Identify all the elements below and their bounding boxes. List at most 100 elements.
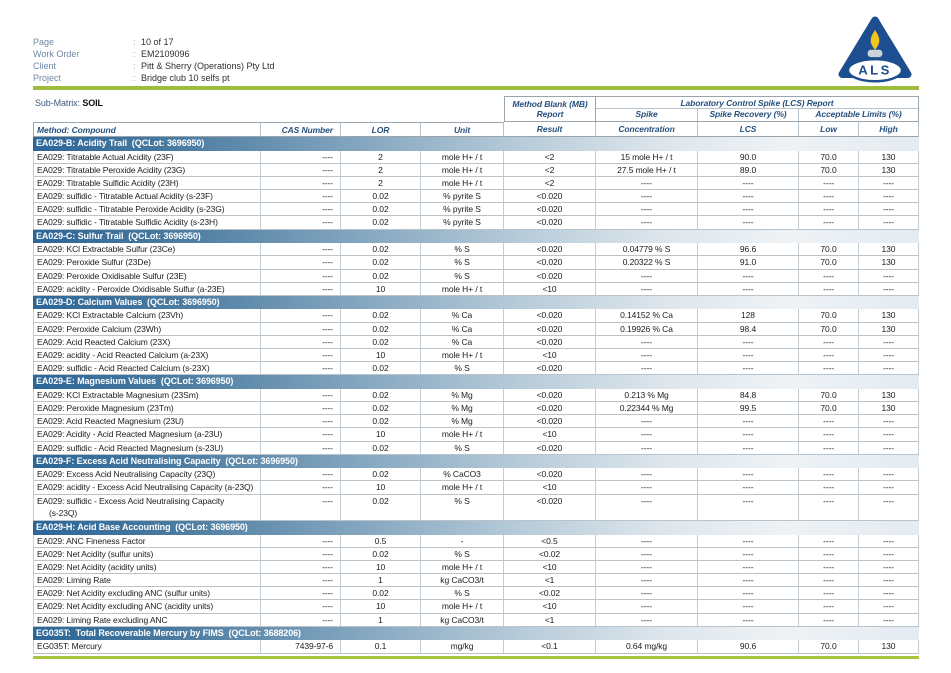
table-row: EA029: Acidity - Acid Reacted Magnesium … (33, 428, 919, 442)
column-method-compound: Method: Compound (33, 122, 261, 137)
table-row: EA029: Acid Reacted Magnesium (23U) ---- 0… (33, 415, 919, 429)
table-row: EA029: Peroxide Magnesium (23Tm) ---- 0.02… (33, 402, 919, 416)
cell-lor: 0.02 (341, 587, 421, 601)
cell-cas-number: ---- (261, 534, 341, 548)
cell-spike-concentration: 0.213 % Mg (596, 388, 698, 402)
cell-cas-number: ---- (261, 428, 341, 442)
cell-compound: EA029: Acid Reacted Magnesium (23U) (33, 415, 261, 429)
cell-unit: % S (421, 547, 504, 561)
cell-spike-concentration: ---- (596, 534, 698, 548)
cell-limit-low: ---- (799, 282, 859, 296)
cell-lor: 2 (341, 150, 421, 164)
cell-cas-number: ---- (261, 560, 341, 575)
cell-lcs-recovery: ---- (698, 428, 799, 442)
cell-limit-high: ---- (859, 613, 919, 627)
client-value: Pitt & Sherry (Operations) Pty Ltd (141, 61, 275, 71)
cell-compound: EA029: Liming Rate excluding ANC (33, 613, 261, 627)
cell-limit-low: ---- (799, 587, 859, 601)
cell-compound: EA029: acidity - Excess Acid Neutralisin… (33, 481, 261, 495)
cell-cas-number: ---- (261, 282, 341, 296)
table-row: EA029: acidity - Excess Acid Neutralisin… (33, 481, 919, 495)
cell-limit-low: ---- (799, 613, 859, 627)
cell-lor: 0.02 (341, 309, 421, 323)
als-logo-graphic: ALS (838, 16, 912, 83)
cell-spike-concentration: ---- (596, 176, 698, 191)
cell-lor: 2 (341, 176, 421, 191)
cell-limit-low: ---- (799, 362, 859, 376)
cell-cas-number: ---- (261, 415, 341, 429)
section-header: EA029-F: Excess Acid Neutralising Capaci… (33, 454, 919, 469)
cell-lcs-recovery: 90.0 (698, 150, 799, 164)
cell-cas-number: ---- (261, 587, 341, 601)
cell-cas-number: ---- (261, 362, 341, 376)
cell-mb-result: <0.020 (504, 402, 596, 416)
table-row: EA029: sulfidic - Acid Reacted Calcium (… (33, 362, 919, 376)
cell-lcs-recovery: ---- (698, 362, 799, 376)
cell-limit-high: ---- (859, 415, 919, 429)
cell-spike-concentration: ---- (596, 481, 698, 495)
cell-limit-high: ---- (859, 282, 919, 296)
cell-mb-result: <0.02 (504, 587, 596, 601)
cell-unit: % S (421, 243, 504, 257)
cell-compound: EA029: sulfidic - Titratable Actual Acid… (33, 190, 261, 204)
cell-limit-low: ---- (799, 600, 859, 614)
cell-cas-number: ---- (261, 163, 341, 177)
cell-limit-high: ---- (859, 335, 919, 349)
top-divider (33, 86, 919, 90)
cell-limit-low: ---- (799, 176, 859, 191)
section-header: EA029-E: Magnesium Values (QCLot: 369695… (33, 375, 919, 389)
table-row: EA029: sulfidic - Acid Reacted Magnesium… (33, 441, 919, 455)
cell-limit-low: ---- (799, 269, 859, 283)
report-meta: Page : 10 of 17 Work Order : EM2109096 C… (33, 36, 275, 84)
cell-limit-high: ---- (859, 560, 919, 575)
table-row: EA029: Net Acidity excluding ANC (acidit… (33, 600, 919, 614)
cell-lcs-recovery: 98.4 (698, 322, 799, 336)
cell-limit-high: ---- (859, 203, 919, 217)
cell-cas-number: ---- (261, 481, 341, 495)
cell-cas-number: ---- (261, 494, 341, 522)
cell-unit: mole H+ / t (421, 282, 504, 296)
table-row: EA029: Acid Reacted Calcium (23X) ---- 0.0… (33, 335, 919, 349)
table-group-header: Sub-Matrix: SOIL Method Blank (MB) Repor… (33, 96, 919, 122)
cell-unit: % S (421, 587, 504, 601)
table-row: EA029: Titratable Peroxide Acidity (23G)… (33, 163, 919, 177)
section-header: EG035T: Total Recoverable Mercury by FIM… (33, 626, 919, 641)
cell-spike-concentration: 0.04779 % S (596, 243, 698, 257)
cell-unit: % S (421, 269, 504, 283)
cell-lor: 0.02 (341, 203, 421, 217)
cell-lcs-recovery: ---- (698, 269, 799, 283)
cell-unit: mole H+ / t (421, 163, 504, 177)
method-blank-line1: Method Blank (MB) (512, 99, 588, 109)
table-row: EA029: KCl Extractable Calcium (23Vh) ---… (33, 309, 919, 323)
cell-lor: 10 (341, 428, 421, 442)
cell-mb-result: <10 (504, 348, 596, 363)
cell-spike-concentration: ---- (596, 560, 698, 575)
table-row: EA029: Peroxide Oxidisable Sulfur (23E) -… (33, 269, 919, 283)
table-row: EA029: sulfidic - Excess Acid Neutralisi… (33, 494, 919, 522)
project-value: Bridge club 10 selfs pt (141, 73, 230, 83)
cell-unit: mole H+ / t (421, 348, 504, 363)
cell-mb-result: <10 (504, 560, 596, 575)
submatrix: Sub-Matrix: SOIL (35, 98, 103, 108)
cell-limit-low: ---- (799, 216, 859, 230)
lcs-subheaders: Spike Spike Recovery (%) Acceptable Limi… (596, 109, 918, 121)
cell-spike-concentration: ---- (596, 415, 698, 429)
cell-limit-high: ---- (859, 216, 919, 230)
cell-compound: EA029: KCl Extractable Sulfur (23Ce) (33, 243, 261, 257)
meta-colon: : (133, 49, 136, 59)
cell-limit-low: 70.0 (799, 388, 859, 402)
cell-lcs-recovery: ---- (698, 415, 799, 429)
method-blank-line2: Report (536, 109, 564, 119)
cell-limit-low: ---- (799, 441, 859, 455)
table-row: EA029: acidity - Acid Reacted Calcium (a… (33, 348, 919, 363)
cell-lcs-recovery: 91.0 (698, 256, 799, 270)
cell-mb-result: <0.020 (504, 256, 596, 270)
cell-compound: EA029: sulfidic - Excess Acid Neutralisi… (33, 494, 261, 522)
cell-limit-low: ---- (799, 494, 859, 522)
cell-mb-result: <1 (504, 574, 596, 588)
table-row: EA029: sulfidic - Titratable Sulfidic Ac… (33, 216, 919, 230)
cell-mb-result: <0.020 (504, 335, 596, 349)
cell-spike-concentration: ---- (596, 428, 698, 442)
cell-spike-concentration: ---- (596, 282, 698, 296)
spike-recovery-header: Spike Recovery (%) (698, 109, 799, 121)
